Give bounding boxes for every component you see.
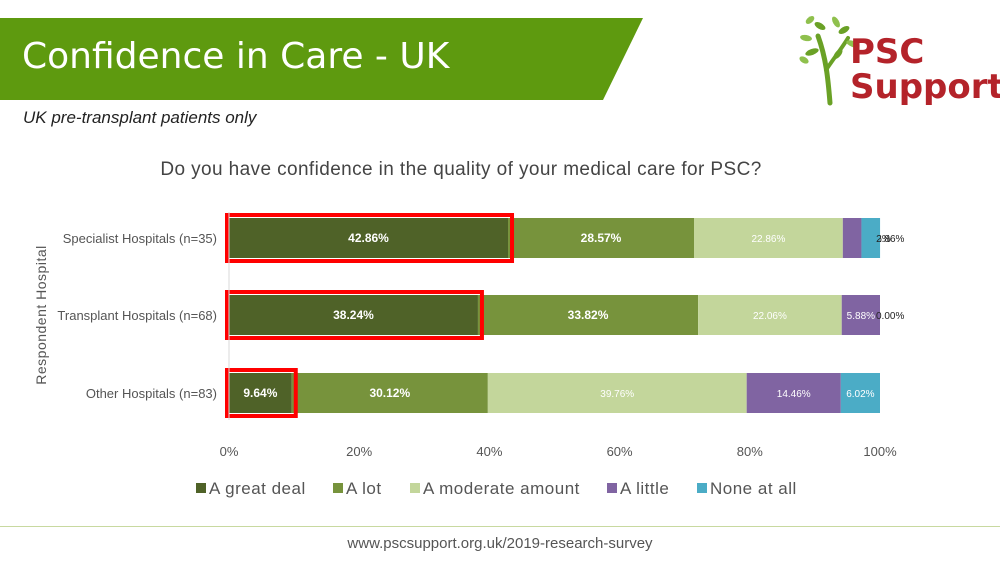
x-tick-label: 80%: [737, 444, 763, 459]
legend-swatch: [607, 483, 617, 493]
legend-label: A moderate amount: [423, 479, 580, 498]
category-label: Other Hospitals (n=83): [86, 386, 217, 401]
page-subtitle: UK pre-transplant patients only: [23, 108, 257, 127]
category-label: Transplant Hospitals (n=68): [57, 308, 217, 323]
data-label: 0.00%: [876, 311, 904, 322]
data-label: 33.82%: [568, 308, 609, 322]
highlight-box: [225, 368, 298, 418]
bar-segment: [746, 373, 841, 413]
data-label: 30.12%: [369, 386, 410, 400]
psc-tree-logo-icon: [799, 16, 860, 106]
data-label: 42.86%: [348, 231, 389, 245]
data-label: 5.88%: [847, 311, 875, 322]
title-banner: [0, 18, 643, 100]
footer-divider: [0, 526, 1000, 527]
x-tick-label: 40%: [476, 444, 502, 459]
bar-segment: [841, 295, 880, 335]
legend-swatch: [333, 483, 343, 493]
bar-segment: [698, 295, 842, 335]
bar-segment: [291, 373, 488, 413]
bar-segment: [508, 218, 695, 258]
bar-segment: [842, 218, 862, 258]
data-label: 9.64%: [243, 386, 277, 400]
logo-text-psc: PSC: [850, 32, 925, 72]
legend-swatch: [196, 483, 206, 493]
bar-segment: [487, 373, 747, 413]
data-label: 2.86%: [876, 234, 904, 245]
x-tick-label: 100%: [863, 444, 897, 459]
data-label: 22.06%: [753, 311, 787, 322]
x-tick-label: 20%: [346, 444, 372, 459]
x-tick-label: 60%: [607, 444, 633, 459]
stacked-bar-chart: Respondent Hospital Specialist Hospitals …: [33, 212, 905, 498]
data-label: 39.76%: [600, 389, 634, 400]
data-label: 22.86%: [751, 234, 785, 245]
legend-label: A lot: [346, 479, 382, 498]
legend-swatch: [697, 483, 707, 493]
data-label: 28.57%: [581, 231, 622, 245]
data-label: 38.24%: [333, 308, 374, 322]
chart-title: Do you have confidence in the quality of…: [160, 159, 762, 180]
footer-url: www.pscsupport.org.uk/2019-research-surv…: [347, 535, 653, 552]
legend-label: None at all: [710, 479, 797, 498]
bar-segment: [861, 218, 881, 258]
legend-swatch: [410, 483, 420, 493]
page-title: Confidence in Care - UK: [22, 36, 450, 77]
legend-label: A little: [620, 479, 669, 498]
category-label: Specialist Hospitals (n=35): [63, 231, 217, 246]
highlight-box: [225, 290, 484, 340]
logo-text-support: Support: [850, 67, 1000, 107]
y-axis-title: Respondent Hospital: [33, 245, 49, 384]
highlight-box: [225, 213, 515, 263]
bar-segment: [694, 218, 843, 258]
data-label: 14.46%: [777, 389, 811, 400]
bar-segment: [840, 373, 880, 413]
bar-segment: [229, 218, 509, 258]
bar-segment: [229, 295, 478, 335]
x-tick-label: 0%: [220, 444, 239, 459]
bar-segment: [477, 295, 699, 335]
data-label: 6.02%: [846, 389, 874, 400]
bar-segment: [229, 373, 292, 413]
legend-label: A great deal: [209, 479, 306, 498]
